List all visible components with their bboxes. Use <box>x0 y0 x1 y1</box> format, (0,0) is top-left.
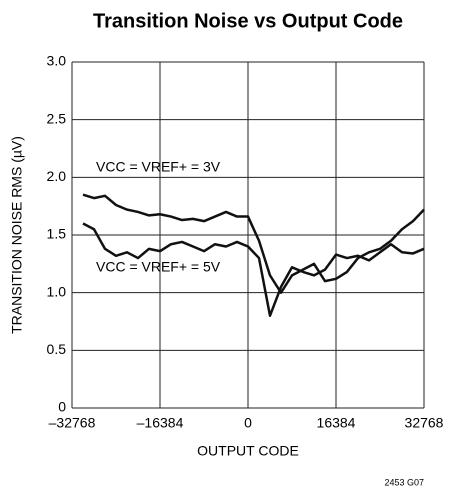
y-tick-label: 2.0 <box>47 168 67 184</box>
x-tick-label: 32768 <box>405 415 444 431</box>
y-tick-label: 1.5 <box>47 226 67 242</box>
series-label: VCC = VREF+ = 3V <box>96 159 221 175</box>
y-tick-label: 0.5 <box>47 341 67 357</box>
y-tick-label: 3.0 <box>47 53 67 69</box>
x-axis-label: OUTPUT CODE <box>197 443 299 459</box>
x-tick-label: –32768 <box>49 415 96 431</box>
chart-title: Transition Noise vs Output Code <box>93 10 403 32</box>
x-tick-label: 16384 <box>317 415 356 431</box>
x-tick-label: 0 <box>244 415 252 431</box>
y-tick-label: 2.5 <box>47 110 67 126</box>
series-label: VCC = VREF+ = 5V <box>96 259 221 275</box>
y-tick-label: 0 <box>58 399 66 415</box>
y-tick-label: 1.0 <box>47 283 67 299</box>
y-axis-label: TRANSITION NOISE RMS (µV) <box>9 136 25 334</box>
series-line <box>82 193 425 294</box>
x-tick-label: –16384 <box>137 415 184 431</box>
series-line <box>82 222 425 317</box>
footnote: 2453 G07 <box>384 477 424 487</box>
